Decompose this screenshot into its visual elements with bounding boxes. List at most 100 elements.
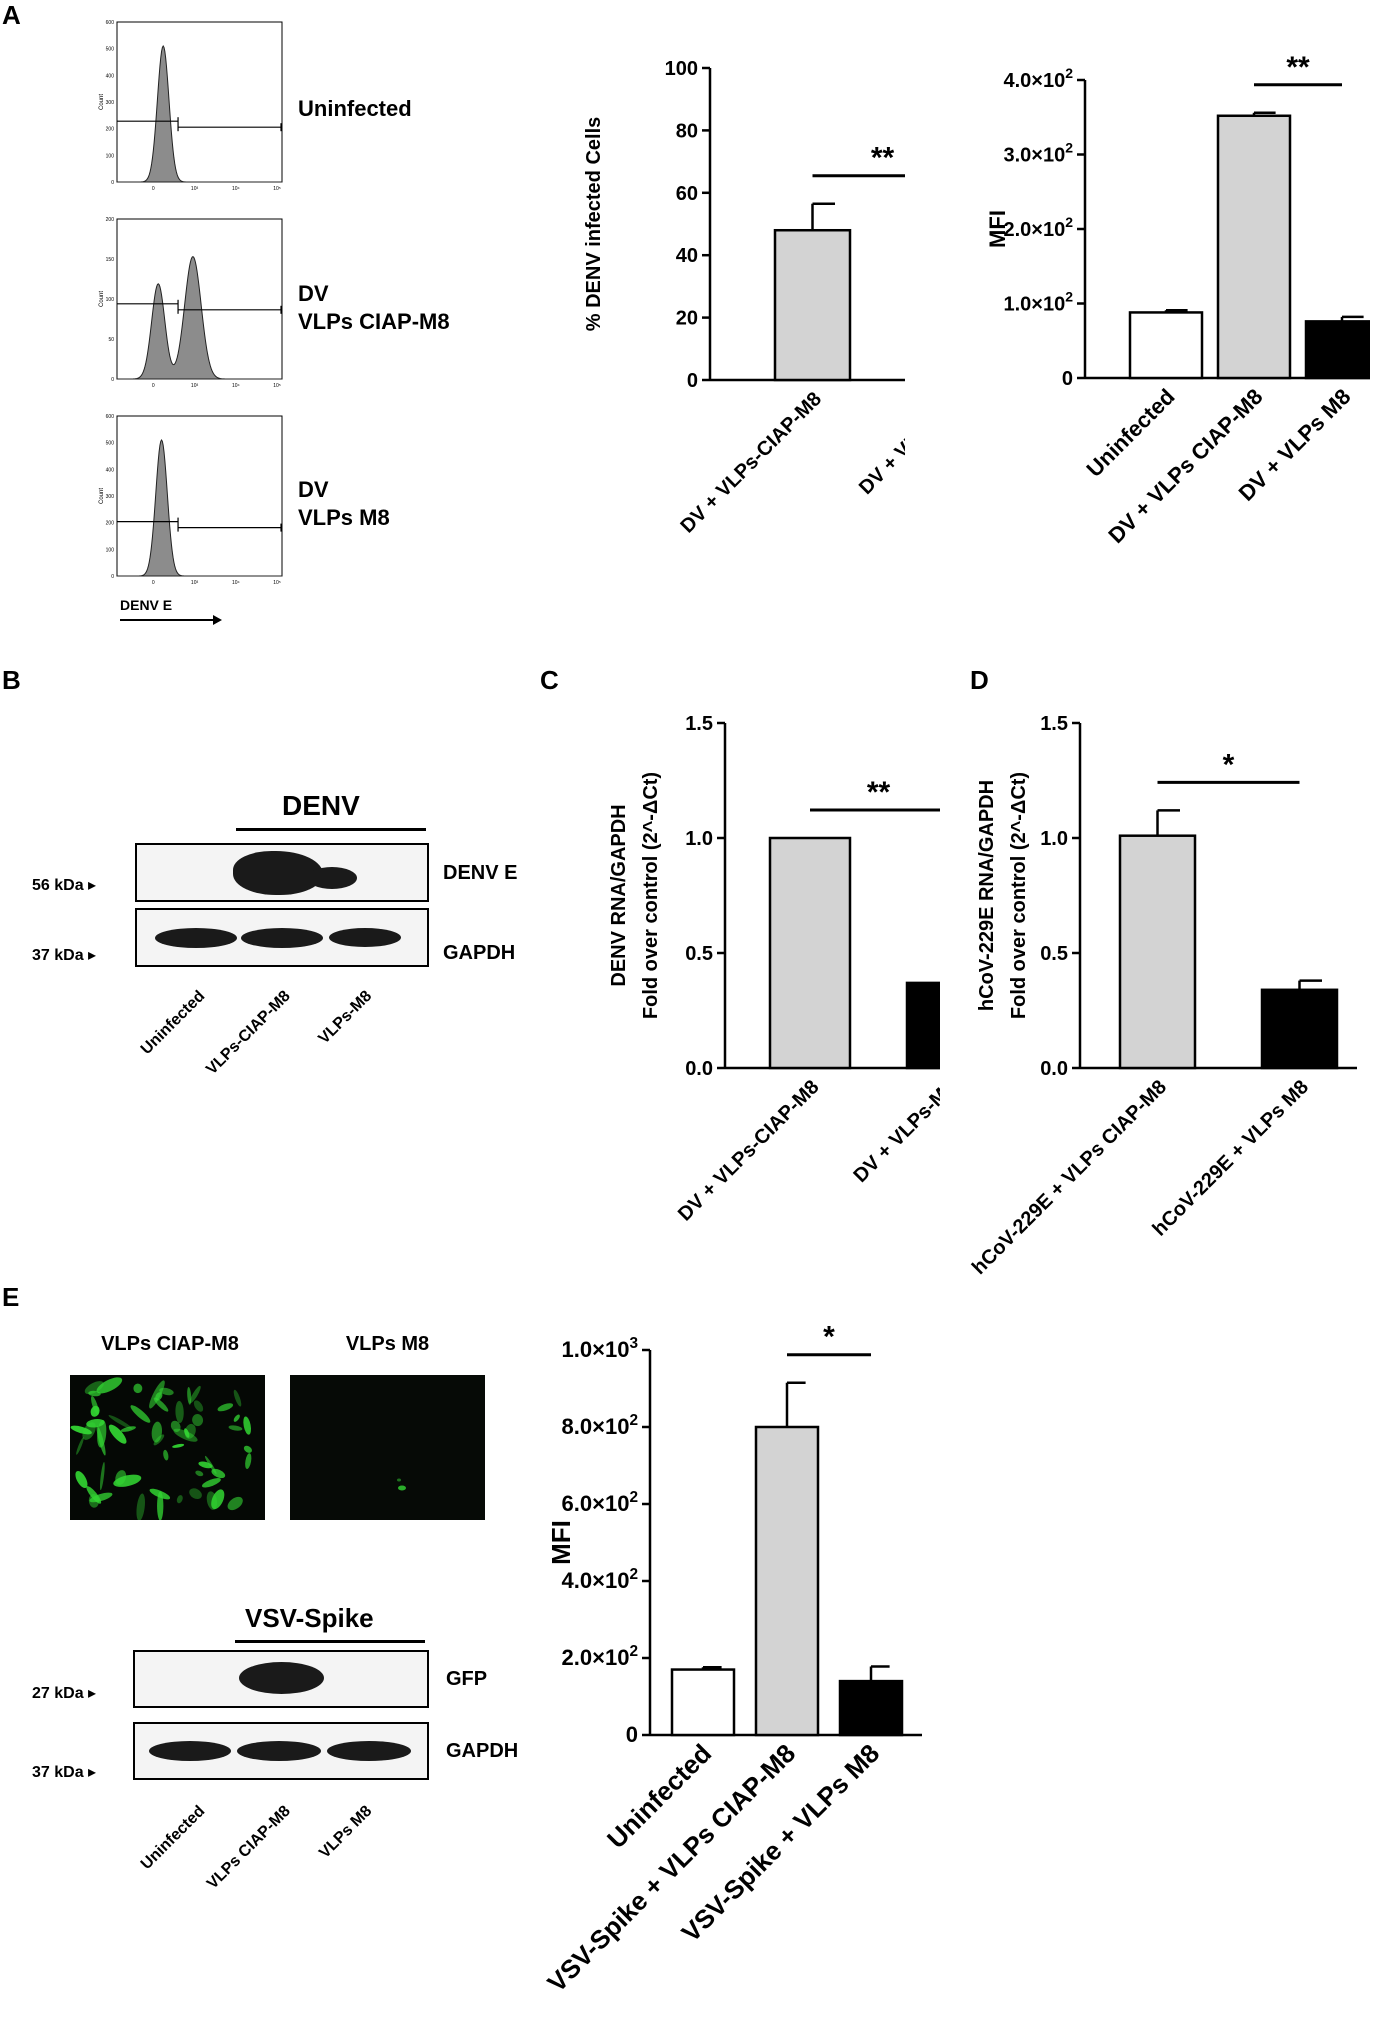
histogram-curve — [117, 439, 282, 577]
y-tick-label: 60 — [676, 183, 698, 205]
blot-b-protein-2: GAPDH — [443, 942, 516, 964]
histogram-uninfected: 0 100 200 300 400 500 600 Count 0 10³ 10⁴ 10⁵ — [99, 20, 283, 192]
fluo-cell — [187, 1386, 192, 1405]
histogram-tick-label: 200 — [106, 521, 115, 527]
fluo-cell — [233, 1414, 240, 1422]
fluo-cell — [99, 1461, 105, 1491]
category-label: hCoV-229E + VLPs M8 — [1149, 1076, 1314, 1241]
histogram-dv-m8: 0 100 200 300 400 500 600 Count 0 10³ 10⁴ 10⁵ — [99, 414, 283, 586]
fluo-title-left: VLPs CIAP-M8 — [101, 1333, 239, 1355]
bar — [838, 1679, 904, 1737]
fluo-cell — [153, 1397, 169, 1412]
histogram-ylabel: Count — [99, 94, 105, 110]
y-tick-label: 6.0×102 — [562, 1489, 638, 1516]
bar — [1118, 834, 1197, 1070]
y-axis-label: DENV RNA/GAPDH — [608, 804, 630, 986]
blot-e-band — [239, 1662, 324, 1694]
histogram-xtick-label: 10⁵ — [273, 186, 281, 192]
y-tick-label: 80 — [676, 120, 698, 142]
category-label: DV + VLPs-M8 — [849, 1076, 940, 1187]
y-axis-label: MFI — [546, 1520, 576, 1565]
fluo-cell — [130, 1405, 151, 1423]
blot-e-lane-label: Uninfected — [138, 1802, 209, 1874]
histogram-xtick-label: 0 — [152, 186, 155, 192]
sample-label-line: DV — [298, 477, 329, 502]
histogram-xtick-label: 10⁵ — [273, 580, 281, 586]
fluo-cell — [120, 1426, 136, 1432]
histogram-dv-ciap: 0 50 100 150 200 Count 0 10³ 10⁴ 10⁵ — [99, 217, 283, 389]
blot-e-protein-2: GAPDH — [446, 1740, 519, 1762]
fluo-image-m8 — [290, 1375, 485, 1520]
superscript: 2 — [629, 1566, 638, 1583]
y-tick-label: 3.0×102 — [1003, 140, 1073, 167]
chart-d-hcov-rna: 0.0 0.5 1.0 1.5 hCoV-229E RNA/GAPDH Fold over… — [968, 713, 1357, 1279]
y-tick-label: 2.0×102 — [1003, 214, 1073, 241]
sample-label-line: DV — [298, 281, 329, 306]
fluo-cell — [75, 1470, 88, 1489]
fluo-cell — [97, 1419, 107, 1448]
fluo-cell — [173, 1428, 198, 1442]
category-label: DV + VLPs-CIAP-M8 — [674, 1076, 824, 1226]
fluo-cell — [163, 1449, 169, 1461]
y-axis-label-2: Fold over control (2^-ΔCt) — [640, 772, 662, 1019]
category-label: hCoV-229E + VLPs CIAP-M8 — [968, 1076, 1171, 1279]
fluo-cell — [84, 1381, 104, 1395]
fluo-cell — [176, 1495, 183, 1504]
significance-label: ** — [871, 142, 895, 175]
fluo-cell — [193, 1400, 204, 1412]
fluo-background — [290, 1375, 485, 1520]
fluo-cell — [86, 1418, 105, 1428]
histogram-ylabel: Count — [99, 291, 105, 307]
panel-letter-c: C — [540, 665, 559, 695]
sample-label-line: Uninfected — [298, 96, 412, 121]
significance-label: * — [823, 1321, 835, 1354]
histogram-xtick-label: 10⁴ — [232, 580, 240, 586]
histogram-tick-label: 500 — [106, 47, 115, 53]
fluo-cell — [189, 1385, 201, 1404]
y-tick-label: 0 — [626, 1722, 638, 1747]
fluo-cell — [206, 1491, 218, 1510]
histogram-xtick-label: 10⁵ — [273, 383, 281, 389]
y-axis-label: % DENV infected Cells — [583, 117, 605, 332]
blot-b-lane-label: VLPs-CIAP-M8 — [203, 987, 294, 1079]
fluo-cell — [217, 1403, 234, 1412]
superscript: 2 — [629, 1643, 638, 1660]
superscript: 2 — [1065, 140, 1073, 156]
histogram-tick-label: 0 — [111, 180, 114, 186]
y-tick-label: 1.0×103 — [562, 1335, 638, 1362]
histogram-tick-label: 200 — [106, 127, 115, 133]
fluo-cell — [76, 1437, 84, 1455]
fluo-cell — [108, 1415, 133, 1429]
blot-b-group-line — [236, 828, 426, 831]
superscript: 2 — [1065, 65, 1073, 81]
blot-b-kda-1: 56 kDa ▸ — [32, 877, 97, 894]
bar — [670, 1668, 736, 1737]
blot-b-group-label: DENV — [282, 790, 360, 821]
fluo-cell — [198, 1461, 213, 1469]
fluo-cell — [245, 1453, 252, 1469]
histogram-tick-label: 100 — [106, 297, 115, 303]
blot-b-kda-2: 37 kDa ▸ — [32, 947, 97, 964]
category-label: DV + VLPs-M8 — [855, 388, 905, 499]
sample-label-uninfected: Uninfected — [298, 95, 412, 123]
y-tick-label: 0 — [1062, 368, 1073, 390]
fluo-cell — [133, 1383, 143, 1394]
superscript: 2 — [1065, 289, 1073, 305]
histogram-tick-label: 150 — [106, 257, 115, 263]
histogram-xtick-label: 0 — [152, 383, 155, 389]
y-axis-label: MFI — [985, 210, 1010, 248]
y-tick-label: 0.5 — [685, 943, 713, 965]
histogram-frame — [116, 415, 283, 577]
fluo-cell — [70, 1425, 92, 1435]
fluo-cell — [184, 1423, 196, 1439]
panel-letter-d: D — [970, 665, 989, 695]
fluo-cell — [227, 1496, 243, 1511]
chart-e-mfi: 02.0×1024.0×1026.0×1028.0×1021.0×103MFIU… — [541, 1321, 922, 1998]
blot-e-band — [149, 1741, 231, 1761]
fluo-cell — [89, 1492, 113, 1503]
histogram-tick-label: 600 — [106, 20, 115, 26]
y-tick-label: 0.0 — [685, 1058, 713, 1080]
panel-letter-b: B — [2, 665, 21, 695]
fluo-cell — [195, 1470, 204, 1477]
panel-letter-a: A — [2, 0, 21, 30]
